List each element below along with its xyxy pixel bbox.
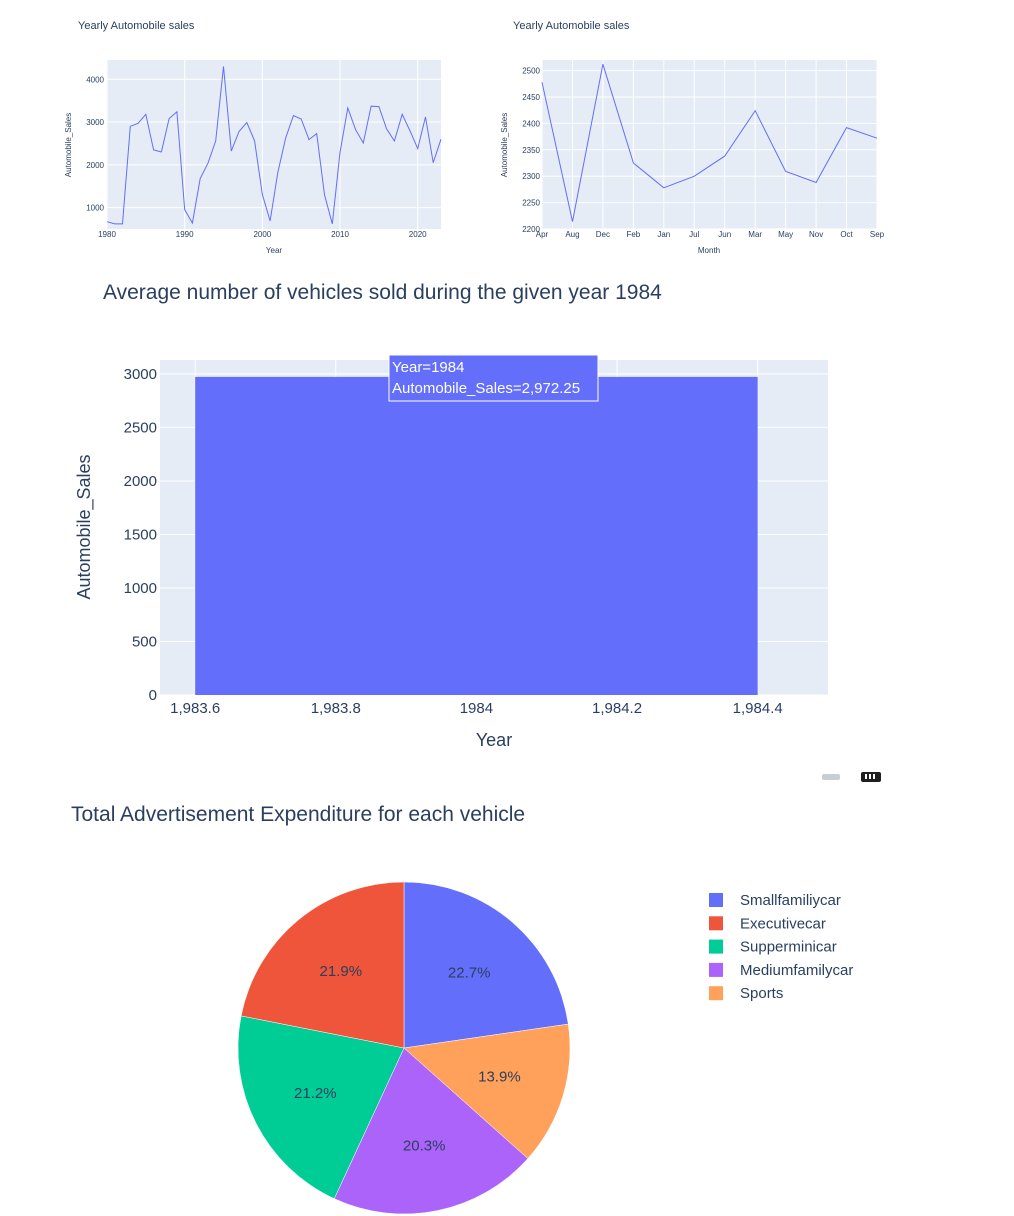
chart4-legend: Smallfamiliycar Executivecar Supperminicar…	[709, 892, 853, 1002]
chart3-ytick: 1000	[124, 580, 157, 597]
bar-1984[interactable]	[195, 376, 758, 695]
chart1-xtick: 2010	[331, 230, 349, 239]
chart3-xtick: 1,984.2	[592, 700, 642, 717]
camera-icon[interactable]	[822, 774, 840, 780]
chart1-title: Yearly Automobile sales	[78, 20, 195, 32]
chart1-ytick: 2000	[86, 161, 104, 170]
legend-label-smallfamiliycar[interactable]: Smallfamiliycar	[740, 892, 841, 909]
chart3-xlabel: Year	[476, 730, 512, 750]
chart3-ylabel: Automobile_Sales	[74, 454, 95, 599]
legend-label-supperminicar[interactable]: Supperminicar	[740, 939, 837, 956]
chart2-xtick: Dec	[596, 230, 610, 239]
chart2-xtick: Mar	[748, 230, 762, 239]
pie-label-mediumfamilycar: 20.3%	[403, 1138, 446, 1155]
legend-swatch-supperminicar[interactable]	[709, 939, 723, 954]
pie-label-supperminicar: 21.2%	[294, 1085, 337, 1102]
chart2-ytick: 2400	[522, 119, 540, 128]
legend-swatch-smallfamiliycar[interactable]	[709, 893, 723, 907]
hover-line-1: Year=1984	[392, 359, 464, 376]
legend-swatch-mediumfamilycar[interactable]	[709, 962, 723, 977]
chart2-xtick: Jul	[689, 230, 699, 239]
chart3-ytick: 2000	[124, 473, 157, 490]
chart2-ytick: 2500	[522, 67, 540, 76]
chart1-xtick: 2000	[253, 230, 271, 239]
chart2-xtick: Sep	[870, 230, 885, 239]
chart3-ytick: 2500	[124, 419, 157, 436]
chart2-xtick: Jan	[657, 230, 670, 239]
pie-slice-smallfamiliycar[interactable]	[403, 881, 569, 1049]
hover-line-2: Automobile_Sales=2,972.25	[392, 380, 580, 397]
chart3-ytick: 0	[149, 687, 157, 704]
chart3-ytick: 1500	[124, 526, 157, 543]
chart1-plot-area[interactable]	[107, 60, 441, 229]
chart1-xlabel: Year	[266, 246, 283, 255]
chart1-series-line[interactable]	[106, 66, 442, 225]
pie-slice-supperminicar[interactable]	[237, 1015, 405, 1199]
pie-label-smallfamiliycar: 22.7%	[448, 965, 491, 982]
line-chart-yearly: Yearly Automobile sales 1980 1990 2000 2010…	[64, 20, 442, 255]
chart2-xtick: Aug	[565, 230, 579, 239]
pie-label-sports: 13.9%	[478, 1069, 521, 1086]
hover-tooltip: Year=1984 Automobile_Sales=2,972.25	[388, 354, 599, 402]
line-chart-monthly: Yearly Automobile sales Apr Aug Dec Feb Jan J…	[500, 20, 885, 255]
chart2-xtick: Feb	[626, 230, 640, 239]
chart2-ytick: 2250	[522, 199, 540, 208]
chart3-xtick: 1,983.8	[311, 700, 361, 717]
chart2-series-line[interactable]	[541, 64, 878, 222]
legend-label-executivecar[interactable]: Executivecar	[740, 915, 826, 932]
chart2-plot-area[interactable]	[542, 60, 877, 229]
chart3-xtick: 1984	[460, 700, 493, 717]
legend-label-sports[interactable]: Sports	[740, 985, 783, 1002]
chart3-title: Average number of vehicles sold during t…	[103, 281, 662, 304]
legend-label-mediumfamilycar[interactable]: Mediumfamilycar	[740, 962, 853, 979]
chart1-ylabel: Automobile_Sales	[64, 113, 73, 177]
chart2-xtick: Nov	[809, 230, 823, 239]
chart2-xlabel: Month	[698, 246, 720, 255]
legend-swatch-executivecar[interactable]	[709, 916, 723, 931]
chart2-ylabel: Automobile_Sales	[500, 113, 509, 177]
chart4-title: Total Advertisement Expenditure for each…	[71, 803, 525, 826]
legend-swatch-sports[interactable]	[709, 986, 723, 1001]
pie-slice-executivecar[interactable]	[240, 881, 405, 1049]
pie-label-executivecar: 21.9%	[320, 963, 363, 980]
chart1-xtick: 1980	[98, 230, 116, 239]
pie-slice-sports[interactable]	[403, 1023, 571, 1159]
chart2-ytick: 2350	[522, 146, 540, 155]
pie-chart-advertisement: Total Advertisement Expenditure for each…	[71, 803, 853, 1215]
plotly-logo-icon[interactable]	[861, 772, 881, 782]
chart1-xtick: 1990	[176, 230, 194, 239]
pie-slice-mediumfamilycar[interactable]	[333, 1047, 529, 1215]
chart2-ytick: 2300	[522, 172, 540, 181]
chart2-xtick: Apr	[536, 230, 549, 239]
chart3-ytick: 500	[132, 633, 157, 650]
chart2-ytick: 2450	[522, 93, 540, 102]
chart3-xtick: 1,983.6	[170, 700, 220, 717]
chart1-xtick: 2020	[409, 230, 427, 239]
chart2-xtick: Oct	[840, 230, 853, 239]
chart2-xtick: May	[778, 230, 793, 239]
bar-chart-1984: Average number of vehicles sold during t…	[74, 281, 881, 782]
chart2-xtick: Jun	[718, 230, 731, 239]
chart1-ytick: 4000	[86, 75, 104, 84]
chart2-ytick: 2200	[522, 225, 540, 234]
chart3-xtick: 1,984.4	[733, 700, 783, 717]
chart1-ytick: 3000	[86, 118, 104, 127]
chart1-ytick: 1000	[86, 204, 104, 213]
chart2-title: Yearly Automobile sales	[513, 20, 630, 32]
chart3-ytick: 3000	[124, 366, 157, 383]
